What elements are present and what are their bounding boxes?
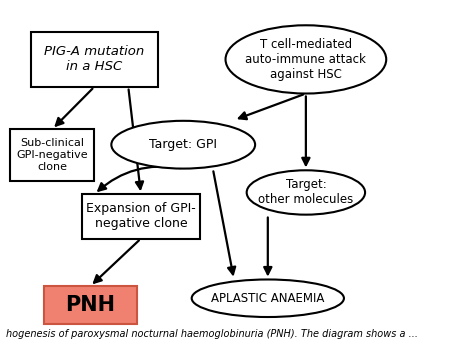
FancyBboxPatch shape	[31, 32, 158, 87]
FancyBboxPatch shape	[10, 129, 94, 181]
Text: Target:
other molecules: Target: other molecules	[258, 179, 354, 206]
Text: PIG-A mutation
in a HSC: PIG-A mutation in a HSC	[44, 45, 145, 73]
Ellipse shape	[111, 121, 255, 169]
Text: Sub-clinical
GPI-negative
clone: Sub-clinical GPI-negative clone	[16, 138, 88, 172]
Text: Expansion of GPI-
negative clone: Expansion of GPI- negative clone	[86, 202, 196, 230]
Text: PNH: PNH	[65, 295, 115, 315]
FancyBboxPatch shape	[44, 286, 137, 324]
Text: hogenesis of paroxysmal nocturnal haemoglobinuria (PNH). The diagram shows a ...: hogenesis of paroxysmal nocturnal haemog…	[6, 329, 418, 339]
Ellipse shape	[226, 25, 386, 94]
Text: APLASTIC ANAEMIA: APLASTIC ANAEMIA	[211, 292, 325, 305]
Ellipse shape	[246, 170, 365, 215]
Text: Target: GPI: Target: GPI	[149, 138, 217, 151]
Ellipse shape	[191, 279, 344, 317]
FancyBboxPatch shape	[82, 194, 200, 238]
Text: T cell-mediated
auto-immune attack
against HSC: T cell-mediated auto-immune attack again…	[246, 38, 366, 81]
